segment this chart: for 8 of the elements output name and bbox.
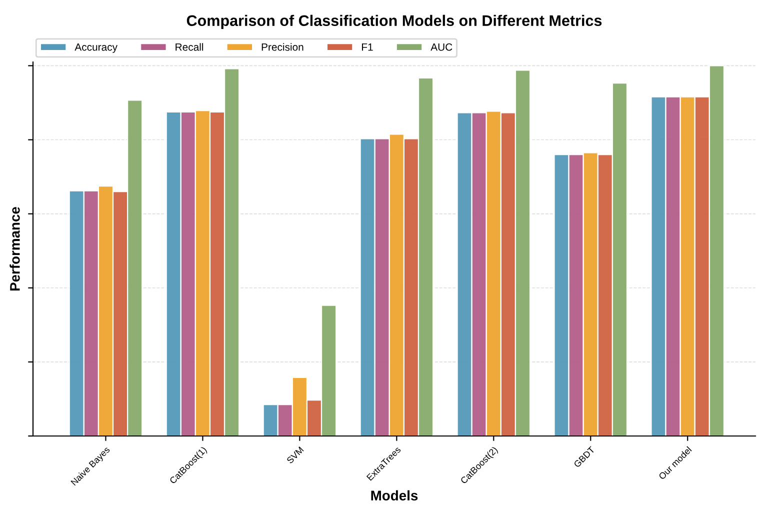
legend-label: Recall [176, 43, 204, 51]
y-axis-title: Performance [10, 207, 20, 291]
legend-label: F1 [362, 43, 373, 51]
legend-label: AUC [430, 43, 452, 51]
x-axis-title: Models [371, 490, 418, 500]
legend-label: Precision [262, 43, 304, 51]
chart-title: Comparison of Classification Models on Different Metrics [186, 14, 602, 30]
legend-label: Accuracy [74, 43, 118, 53]
